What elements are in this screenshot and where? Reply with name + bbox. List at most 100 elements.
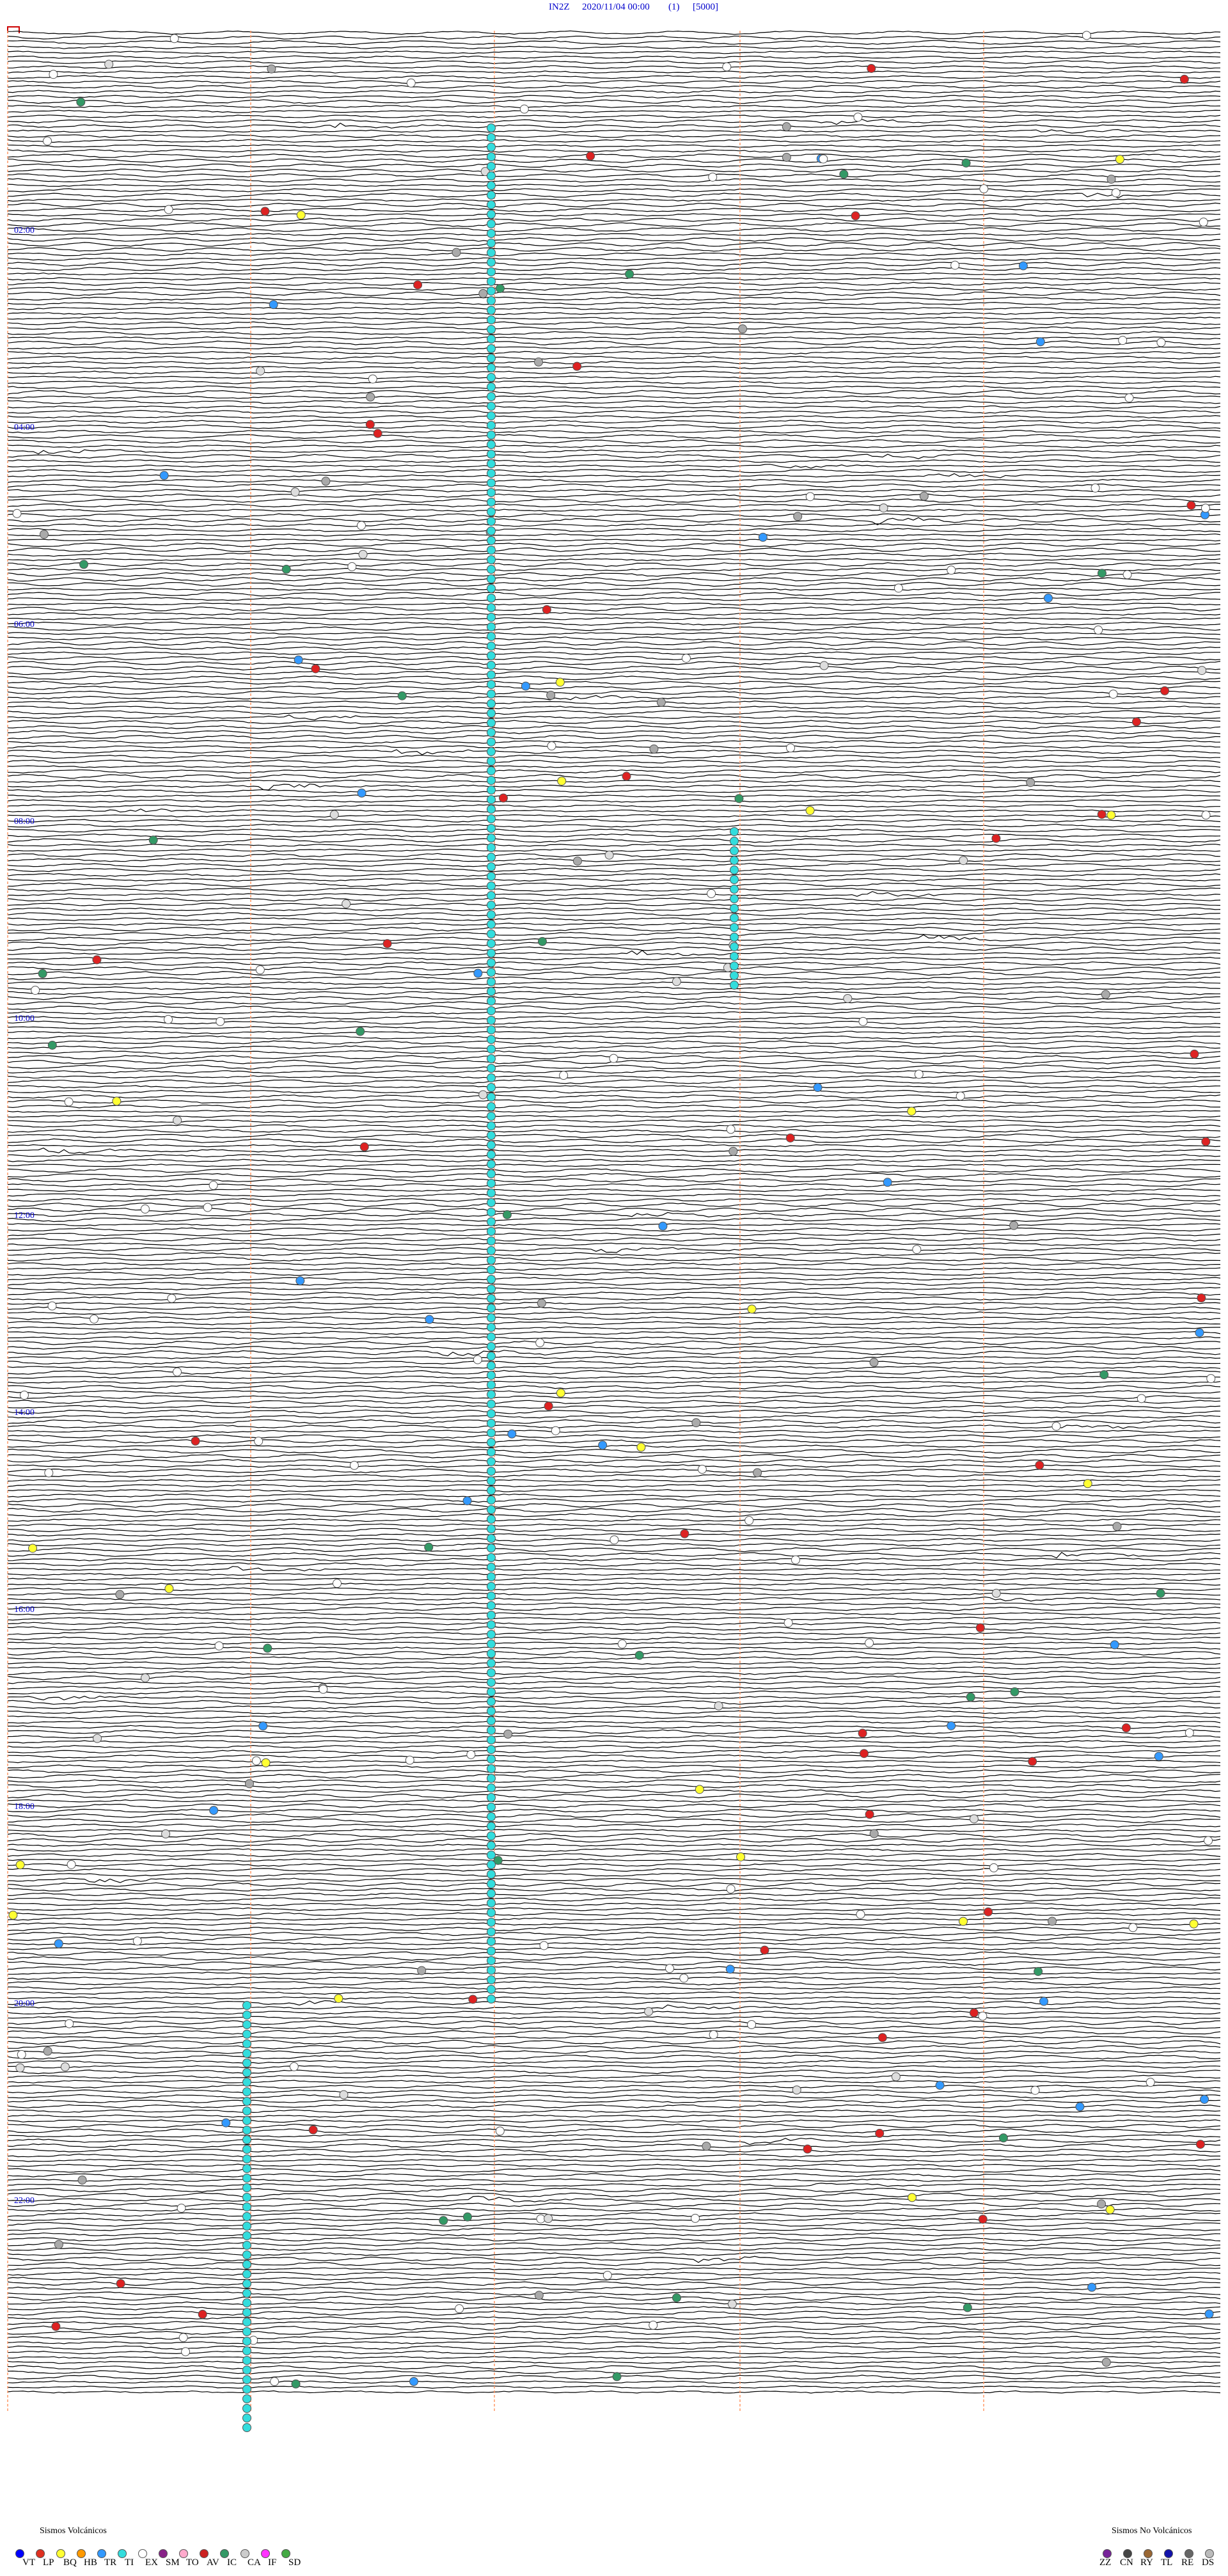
- event: [487, 1208, 496, 1217]
- event: [487, 1678, 496, 1687]
- trace: [7, 1951, 1221, 1956]
- event: [487, 1313, 496, 1322]
- event: [878, 2033, 887, 2043]
- trace: [7, 409, 1221, 414]
- event: [487, 431, 496, 439]
- trace: [7, 346, 1221, 350]
- trace: [7, 1622, 1221, 1625]
- trace: [7, 1302, 1221, 1305]
- trace: [7, 710, 1221, 715]
- trace: [7, 1366, 1221, 1370]
- trace: [7, 1799, 1221, 1803]
- event: [15, 1860, 25, 1870]
- event: [991, 1588, 1001, 1598]
- trace: [7, 1725, 1221, 1729]
- event: [487, 997, 496, 1006]
- trace: [7, 154, 1221, 158]
- legend-code: IF: [268, 2557, 276, 2568]
- event: [487, 920, 496, 929]
- event: [242, 2241, 251, 2250]
- event: [730, 913, 739, 922]
- trace: [7, 2237, 1221, 2242]
- event: [487, 709, 496, 718]
- event: [1075, 2102, 1085, 2112]
- trace: [7, 2148, 1221, 2153]
- event: [555, 677, 565, 687]
- legend-code: EX: [145, 2557, 158, 2568]
- trace: [7, 641, 1220, 646]
- trace: [7, 523, 1221, 527]
- event: [242, 2039, 251, 2048]
- trace: [7, 1104, 1220, 1109]
- event: [487, 795, 496, 804]
- event: [734, 794, 744, 803]
- trace: [7, 242, 1221, 247]
- event: [242, 2068, 251, 2077]
- event: [487, 987, 496, 996]
- hour-label: 20:00: [14, 1999, 35, 2009]
- hour-label: 04:00: [14, 423, 35, 432]
- trace: [8, 1972, 1221, 1975]
- event: [782, 152, 791, 162]
- trace: [7, 2272, 1221, 2276]
- event: [487, 1083, 496, 1092]
- event: [242, 2394, 251, 2403]
- trace: [7, 912, 1221, 917]
- event: [1131, 717, 1141, 727]
- hour-label: 18:00: [14, 1802, 35, 1812]
- event: [406, 78, 416, 88]
- trace: [7, 867, 1221, 873]
- event: [242, 2030, 251, 2039]
- trace: [7, 1405, 1221, 1409]
- event: [487, 901, 496, 910]
- trace: [7, 149, 1221, 153]
- event: [487, 1006, 496, 1015]
- trace: [7, 970, 1221, 976]
- event: [487, 1045, 496, 1054]
- event: [963, 2303, 972, 2312]
- trace: [7, 2252, 1221, 2256]
- trace: [7, 1296, 1221, 1300]
- trace: [7, 1425, 1221, 1429]
- event: [736, 1852, 746, 1861]
- event: [487, 517, 496, 526]
- event: [1082, 31, 1091, 40]
- trace: [8, 636, 1221, 641]
- trace: [7, 922, 1221, 926]
- event: [294, 655, 303, 665]
- event: [1195, 2140, 1205, 2149]
- hour-label: 16:00: [14, 1605, 35, 1615]
- trace: [7, 1729, 1221, 1735]
- trace: [7, 168, 1221, 173]
- event: [487, 949, 496, 958]
- trace: [7, 1326, 1220, 1330]
- event: [634, 1650, 644, 1660]
- event: [1145, 2078, 1155, 2087]
- trace: [7, 2192, 1221, 2198]
- trace: [7, 1400, 1221, 1404]
- trace: [7, 2242, 1221, 2247]
- trace: [7, 2099, 1221, 2103]
- trace: [7, 587, 1221, 591]
- legend-code: SD: [288, 2557, 301, 2568]
- trace: [7, 75, 1221, 79]
- event: [1156, 1588, 1165, 1598]
- event: [572, 857, 582, 866]
- event: [1043, 593, 1053, 603]
- event: [1124, 393, 1134, 403]
- trace: [7, 2291, 1221, 2296]
- trace: [7, 1991, 1221, 1995]
- hour-label: 14:00: [14, 1408, 35, 1418]
- trace: [7, 45, 1221, 49]
- trace: [7, 1823, 1221, 1828]
- event: [242, 2202, 251, 2211]
- event: [112, 1096, 122, 1106]
- trace: [7, 931, 1221, 936]
- trace: [7, 1316, 1221, 1320]
- event: [1118, 336, 1128, 345]
- trace: [7, 823, 1221, 828]
- event: [869, 1357, 879, 1367]
- event: [487, 834, 496, 842]
- trace: [7, 1833, 1221, 1838]
- event: [487, 1793, 496, 1802]
